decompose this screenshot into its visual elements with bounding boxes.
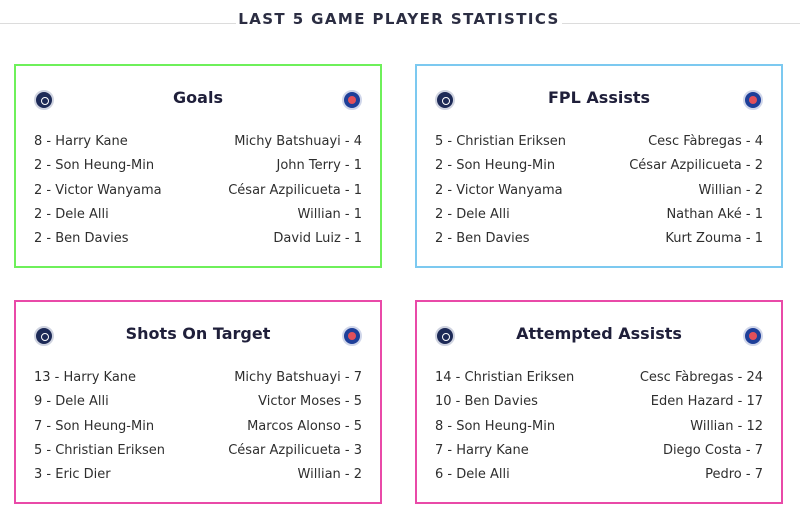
list-item: Diego Costa - 7: [662, 442, 763, 458]
list-item: 7 - Son Heung-Min: [34, 418, 155, 434]
away-player-list: Michy Batshuayi - 4 John Terry - 1 César…: [228, 130, 362, 251]
list-item: 2 - Victor Wanyama: [435, 182, 563, 198]
list-item: 8 - Harry Kane: [34, 134, 128, 149]
away-player-list: Cesc Fàbregas - 24 Eden Hazard - 17 Will…: [640, 366, 763, 487]
list-item: Michy Batshuayi - 7: [234, 370, 362, 385]
card-title: Shots On Target: [125, 324, 271, 343]
card-title: Attempted Assists: [516, 324, 682, 343]
list-item: 6 - Dele Alli: [435, 467, 510, 483]
shots-on-target-card: Shots On Target 13 - Harry Kane 9 - Dele…: [14, 300, 382, 504]
list-item: Willian - 12: [690, 418, 763, 434]
list-item: Cesc Fàbregas - 24: [639, 370, 763, 385]
home-player-list: 8 - Harry Kane 2 - Son Heung-Min 2 - Vic…: [34, 130, 162, 251]
list-item: Willian - 2: [698, 182, 763, 198]
card-title: FPL Assists: [547, 88, 651, 107]
away-team-crest-icon: [342, 90, 362, 110]
list-item: 2 - Dele Alli: [34, 206, 109, 222]
list-item: 2 - Ben Davies: [435, 231, 530, 247]
list-item: Willian - 2: [297, 467, 362, 483]
section-header: LAST 5 GAME PLAYER STATISTICS: [0, 0, 800, 46]
home-player-list: 14 - Christian Eriksen 10 - Ben Davies 8…: [435, 366, 574, 487]
card-title: Goals: [173, 88, 223, 107]
list-item: 2 - Victor Wanyama: [34, 182, 162, 198]
attempted-assists-card: Attempted Assists 14 - Christian Eriksen…: [415, 300, 783, 504]
list-item: César Azpilicueta - 2: [629, 158, 763, 174]
home-team-crest-icon: [34, 90, 54, 110]
list-item: 3 - Eric Dier: [34, 467, 111, 483]
list-item: Cesc Fàbregas - 4: [648, 134, 763, 149]
fpl-assists-card: FPL Assists 5 - Christian Eriksen 2 - So…: [415, 64, 783, 268]
goals-card: Goals 8 - Harry Kane 2 - Son Heung-Min 2…: [14, 64, 382, 268]
list-item: 13 - Harry Kane: [34, 370, 137, 385]
list-item: Nathan Aké - 1: [666, 206, 763, 222]
list-item: John Terry - 1: [276, 158, 362, 174]
home-player-list: 13 - Harry Kane 9 - Dele Alli 7 - Son He…: [34, 366, 165, 487]
away-team-crest-icon: [342, 326, 362, 346]
list-item: 8 - Son Heung-Min: [435, 418, 556, 434]
home-team-crest-icon: [435, 90, 455, 110]
list-item: 5 - Christian Eriksen: [435, 134, 567, 149]
away-team-crest-icon: [743, 90, 763, 110]
away-team-crest-icon: [743, 326, 763, 346]
list-item: Kurt Zouma - 1: [665, 231, 763, 247]
list-item: Michy Batshuayi - 4: [234, 134, 362, 149]
list-item: 2 - Son Heung-Min: [34, 158, 155, 174]
header-divider-left: [0, 23, 236, 24]
list-item: Marcos Alonso - 5: [247, 418, 362, 434]
list-item: Pedro - 7: [705, 467, 763, 483]
home-team-crest-icon: [435, 326, 455, 346]
page-title: LAST 5 GAME PLAYER STATISTICS: [238, 10, 560, 28]
list-item: Willian - 1: [297, 206, 362, 222]
header-divider-right: [562, 23, 800, 24]
away-player-list: Michy Batshuayi - 7 Victor Moses - 5 Mar…: [228, 366, 362, 487]
list-item: César Azpilicueta - 1: [228, 182, 362, 198]
list-item: Victor Moses - 5: [258, 394, 362, 410]
home-player-list: 5 - Christian Eriksen 2 - Son Heung-Min …: [435, 130, 566, 251]
list-item: 2 - Dele Alli: [435, 206, 510, 222]
list-item: 10 - Ben Davies: [435, 394, 538, 410]
list-item: 2 - Son Heung-Min: [435, 158, 556, 174]
away-player-list: Cesc Fàbregas - 4 César Azpilicueta - 2 …: [629, 130, 763, 251]
list-item: 14 - Christian Eriksen: [435, 370, 575, 385]
list-item: 5 - Christian Eriksen: [34, 442, 166, 458]
list-item: 2 - Ben Davies: [34, 231, 129, 247]
list-item: Eden Hazard - 17: [650, 394, 763, 410]
home-team-crest-icon: [34, 326, 54, 346]
list-item: César Azpilicueta - 3: [228, 442, 362, 458]
list-item: David Luiz - 1: [273, 231, 362, 247]
list-item: 7 - Harry Kane: [435, 442, 529, 458]
list-item: 9 - Dele Alli: [34, 394, 109, 410]
